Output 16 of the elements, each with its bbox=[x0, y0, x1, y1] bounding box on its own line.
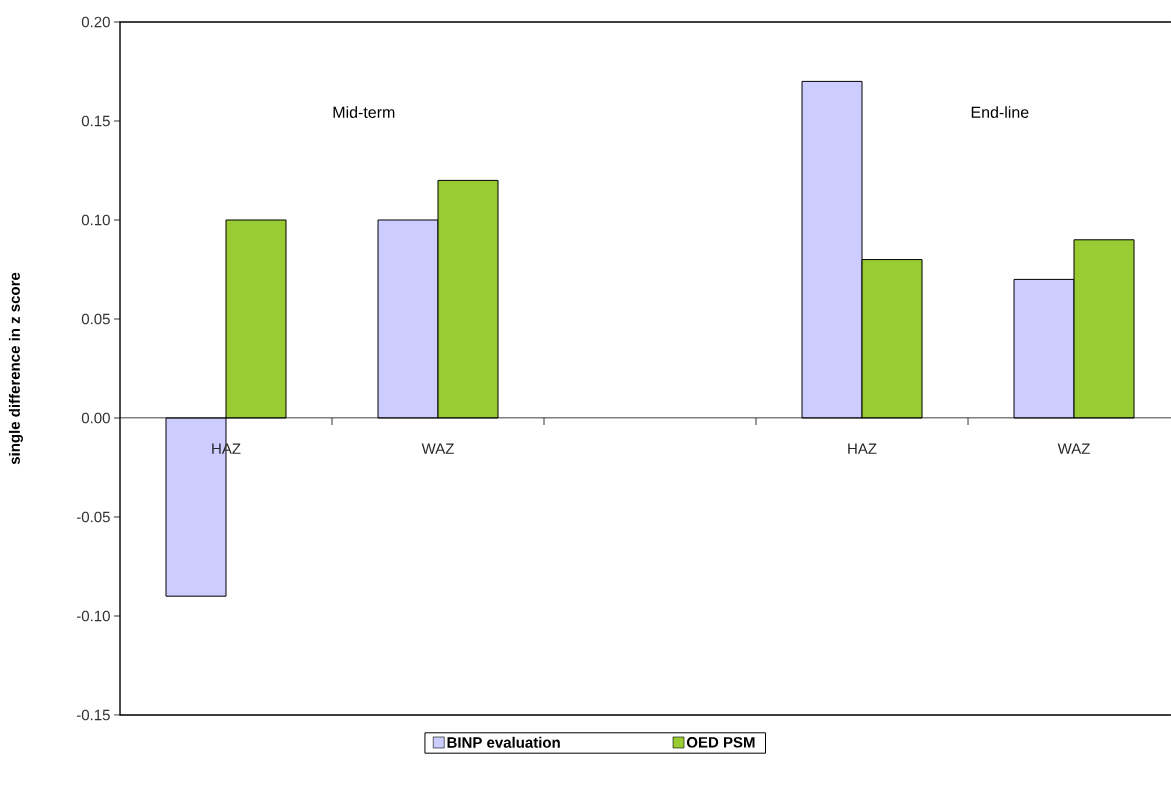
y-tick-label: 0.05 bbox=[81, 313, 110, 325]
x-tick-label: WAZ bbox=[421, 443, 454, 454]
y-tick-label: -0.05 bbox=[76, 511, 110, 523]
y-tick-label: -0.10 bbox=[76, 610, 110, 622]
annotation: Mid-term bbox=[333, 106, 395, 118]
x-tick-label: HAZ bbox=[848, 443, 877, 454]
y-tick-label: 0.00 bbox=[81, 412, 110, 424]
y-axis-title: single difference in z score bbox=[8, 272, 23, 465]
y-tick-label: 0.20 bbox=[81, 16, 110, 28]
x-tick-label: WAZ bbox=[1057, 443, 1090, 454]
legend-label: BINP evaluation bbox=[447, 736, 560, 748]
legend-label: OED PSM bbox=[686, 737, 755, 748]
y-tick-label: -0.15 bbox=[76, 709, 110, 721]
y-tick-label: 0.10 bbox=[81, 214, 110, 226]
y-tick-label: 0.15 bbox=[81, 115, 110, 127]
annotation: End-line bbox=[971, 106, 1029, 118]
